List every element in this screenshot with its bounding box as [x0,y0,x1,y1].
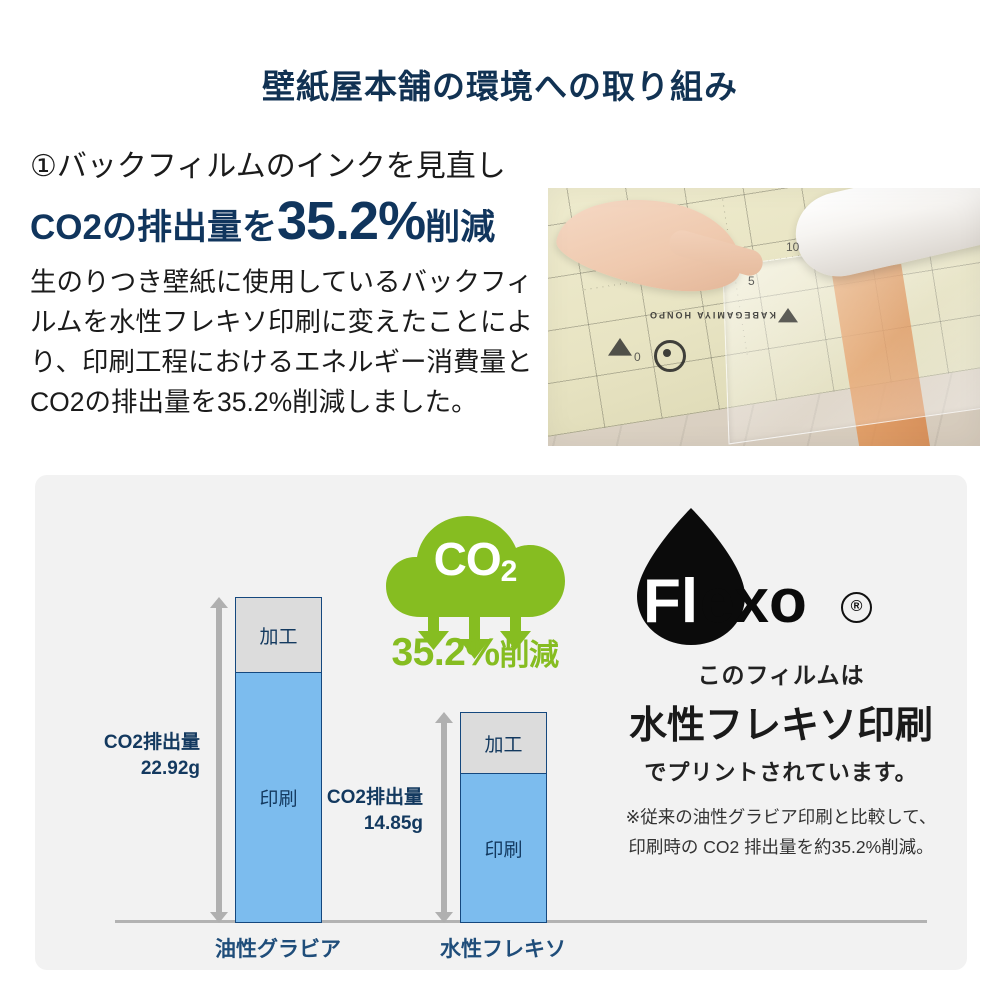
bar-segment-kakou-2: 加工 [461,713,546,774]
co2-reduction-word: 削減 [499,639,560,672]
flexo-note-line-1: ※従来の油性グラビア印刷と比較して、 [625,807,937,827]
arrow-shaft-2 [441,721,447,914]
bar-total-label-2-line2: 14.85g [363,812,423,834]
bar-category-label-1: 油性グラビア [215,938,341,961]
flexo-logo: Fl exo ® [595,500,967,650]
headline-value: 35.2% [276,190,426,251]
photo-tick-10: 10 [786,240,800,254]
bar-total-label-1-line2: 22.92g [140,757,200,779]
intro-lead: ①バックフィルムのインクを見直し [30,150,506,183]
svg-text:exo: exo [700,567,807,636]
arrow-shaft-1 [216,606,222,914]
arrow-head-down-1-icon [210,912,228,923]
bar-segment-insatsu-2: 印刷 [461,774,546,922]
flexo-line-2: 水性フレキソ印刷 [628,705,933,747]
photo-vignette [548,188,980,446]
flexo-block: Fl exo ® このフィルムは 水性フレキソ印刷 でプリントされています。 ※… [595,500,967,950]
page-title: 壁紙屋本舗の環境への取り組み [262,68,738,105]
comparison-panel: 加工 印刷 CO2排出量 22.92g 油性グラビア 加工 印刷 CO2排出量 … [35,475,967,970]
co2-reduction-value: 35.2% [391,631,500,674]
intro-body: 生のりつき壁紙に使用しているバックフィルムを水性フレキソ印刷に変えたことにより、… [30,266,533,418]
flexo-line-3: でプリントされています。 [644,760,918,785]
photo-tick-5: 5 [748,274,755,288]
intro-headline: CO2の排出量を 35.2% 削減 [30,194,550,248]
bar-measure-arrow-2 [435,712,453,923]
ink-droplet-icon: Fl exo [637,508,807,645]
arrow-head-up-1-icon [210,597,228,608]
photo-tick-0: 0 [634,350,641,364]
arrow-head-up-2-icon [435,712,453,723]
bar-category-label-2: 水性フレキソ [440,938,566,961]
bar-total-label-2-line1: CO2排出量 [326,787,423,808]
svg-text:Fl: Fl [643,567,698,636]
intro-block: ①バックフィルムのインクを見直し CO2の排出量を 35.2% 削減 生のりつき… [30,148,550,423]
headline-prefix: CO2の排出量を [30,207,277,247]
bar-total-label-2: CO2排出量 14.85g [293,785,423,836]
bar-measure-arrow-1 [210,597,228,923]
bar-total-label-1: CO2排出量 22.92g [70,730,200,781]
flexo-note: ※従来の油性グラビア印刷と比較して、 印刷時の CO2 排出量を約35.2%削減… [595,803,967,863]
flexo-note-line-2: 印刷時の CO2 排出量を約35.2%削減。 [628,836,934,857]
bar-oil-gravure: 加工 印刷 [235,597,322,923]
co2-cloud-svg [386,516,565,659]
bar-segment-insatsu-1: 印刷 [236,673,321,922]
photo-seal-icon [654,340,686,372]
arrow-head-down-2-icon [435,912,453,923]
registered-trademark-icon: ® [841,592,872,623]
bar-total-label-1-line1: CO2排出量 [103,732,200,753]
co2-reduction-text: 35.2%削減 [365,630,585,675]
flexo-line-1: このフィルムは [697,662,865,688]
headline-suffix: 削減 [425,207,496,247]
bar-water-flexo: 加工 印刷 [460,712,547,923]
product-photo: KABEGAMIYA HONPO 0 5 10 [548,188,980,446]
bar-segment-kakou-1: 加工 [236,598,321,673]
